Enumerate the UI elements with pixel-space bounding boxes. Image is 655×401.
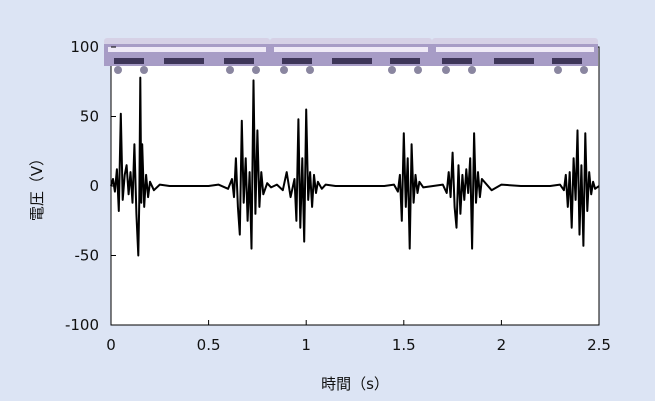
y-tick-label: -100	[65, 316, 99, 334]
y-axis-title: 電圧（V）	[28, 151, 46, 221]
train-car-1	[104, 38, 270, 74]
x-axis: 0 0.5 1 1.5 2 2.5	[106, 320, 611, 354]
train-car-2	[270, 38, 432, 74]
x-tick-label: 0	[106, 336, 116, 354]
y-tick-label: 0	[89, 177, 99, 195]
x-tick-label: 1.5	[392, 336, 416, 354]
x-tick-label: 2	[497, 336, 507, 354]
train-icon	[104, 38, 598, 74]
x-tick-label: 1	[301, 336, 311, 354]
y-tick-label: -50	[75, 247, 100, 265]
y-tick-label: 100	[70, 38, 99, 56]
y-tick-label: 50	[80, 108, 99, 126]
series-line-voltage	[110, 76, 600, 257]
y-axis: 100 50 0 -50 -100	[65, 38, 116, 334]
x-axis-title: 時間（s）	[321, 375, 389, 393]
x-tick-label: 2.5	[587, 336, 611, 354]
x-tick-label: 0.5	[197, 336, 221, 354]
train-car-3	[432, 38, 598, 74]
